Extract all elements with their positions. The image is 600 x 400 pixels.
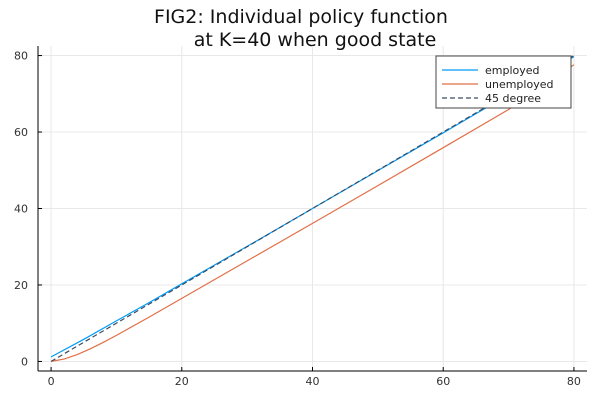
x-tick-label: 60 (436, 375, 450, 388)
legend-label-employed: employed (485, 64, 540, 77)
series-line-unemployed (50, 64, 575, 362)
y-tick-label: 20 (14, 279, 28, 292)
x-tick-label: 20 (175, 375, 189, 388)
legend-box (435, 55, 572, 109)
chart-title-line-1: FIG2: Individual policy function (154, 6, 448, 28)
chart-title-line-2: at K=40 when good state (194, 29, 437, 51)
x-tick-label: 80 (567, 375, 581, 388)
y-tick-label: 80 (14, 50, 28, 63)
y-tick-label: 0 (21, 355, 28, 368)
x-tick-label: 40 (306, 375, 320, 388)
legend-label-unemployed: unemployed (485, 78, 553, 91)
tick-labels: 0 20 40 60 80 0 20 40 60 80 (14, 50, 581, 388)
x-tick-label: 0 (48, 375, 55, 388)
y-tick-label: 40 (14, 203, 28, 216)
legend-label-45-degree: 45 degree (485, 92, 541, 105)
y-tick-label: 60 (14, 126, 28, 139)
